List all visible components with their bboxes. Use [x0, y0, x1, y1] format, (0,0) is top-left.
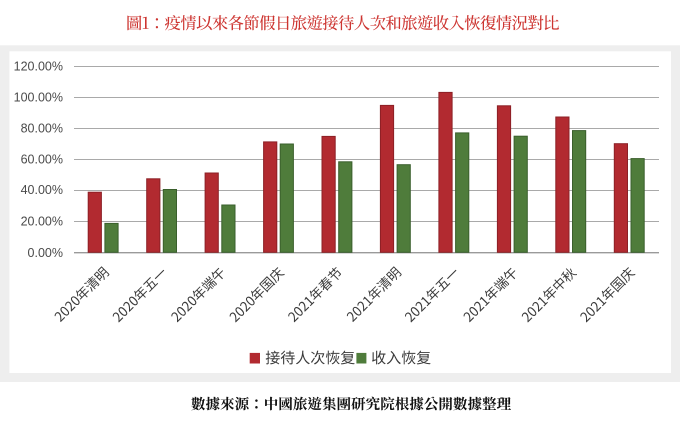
svg-text:20.00%: 20.00%: [21, 215, 63, 229]
svg-text:100.00%: 100.00%: [14, 91, 63, 105]
svg-text:60.00%: 60.00%: [21, 152, 63, 166]
svg-text:40.00%: 40.00%: [21, 183, 63, 197]
svg-text:80.00%: 80.00%: [21, 122, 63, 136]
svg-text:120.00%: 120.00%: [14, 60, 63, 74]
svg-text:0.00%: 0.00%: [28, 246, 63, 260]
